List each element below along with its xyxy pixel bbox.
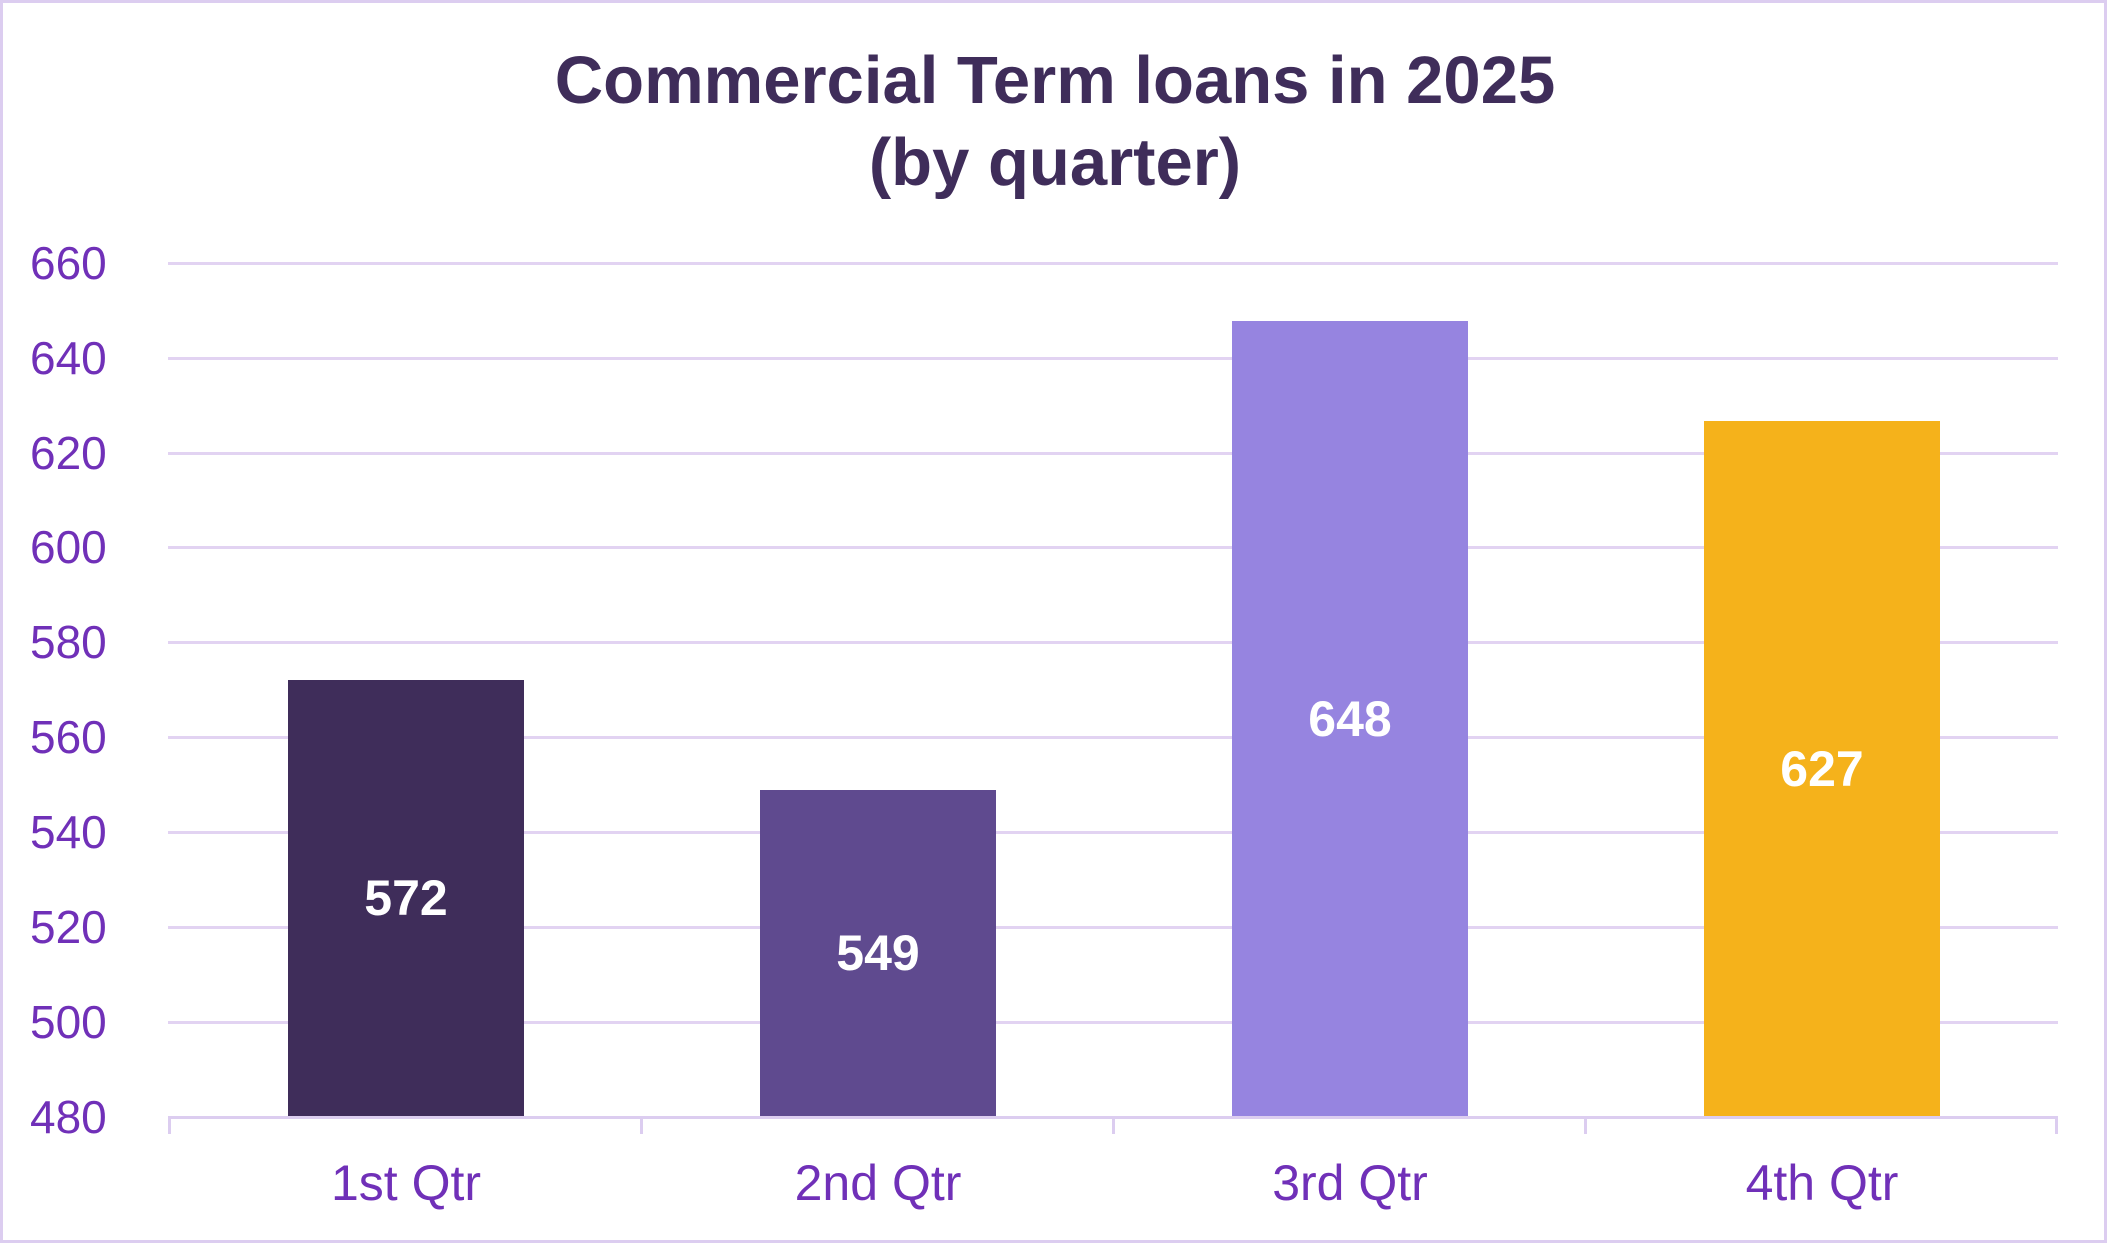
bar-value-label: 549: [836, 925, 920, 981]
bar-q1: 572: [288, 680, 524, 1116]
gridline-600: [168, 546, 2058, 549]
y-tick-label: 580: [30, 616, 107, 668]
y-tick-label: 600: [30, 521, 107, 573]
y-tick-label: 480: [30, 1091, 107, 1143]
x-category-label: 3rd Qtr: [1272, 1155, 1428, 1211]
x-category-label: 4th Qtr: [1745, 1155, 1899, 1211]
bar-q3: 648: [1232, 321, 1468, 1116]
gridline-580: [168, 641, 2058, 644]
y-tick-label: 620: [30, 427, 107, 479]
gridline-620: [168, 452, 2058, 455]
bar-value-label: 572: [364, 870, 448, 926]
x-tick: [2055, 1116, 2058, 1134]
y-tick-label: 640: [30, 332, 107, 384]
bar-value-label: 648: [1308, 691, 1392, 747]
gridline-540: [168, 831, 2058, 834]
y-tick-label: 520: [30, 901, 107, 953]
chart-title: Commercial Term loans in 2025 (by quarte…: [0, 40, 2110, 204]
y-tick-label: 560: [30, 711, 107, 763]
gridline-560: [168, 736, 2058, 739]
bar-q2: 549: [760, 790, 996, 1116]
gridline-640: [168, 357, 2058, 360]
x-category-label: 2nd Qtr: [794, 1155, 962, 1211]
x-tick: [1112, 1116, 1115, 1134]
y-tick-label: 660: [30, 237, 107, 289]
bar-q4: 627: [1704, 421, 1940, 1116]
gridline-520: [168, 926, 2058, 929]
gridline-660: [168, 262, 2058, 265]
x-category-label: 1st Qtr: [330, 1155, 482, 1211]
y-tick-label: 540: [30, 806, 107, 858]
x-tick: [1584, 1116, 1587, 1134]
bar-value-label: 627: [1780, 741, 1864, 797]
y-tick-label: 500: [30, 996, 107, 1048]
chart-title-line1: Commercial Term loans in 2025: [554, 43, 1556, 118]
x-tick: [640, 1116, 643, 1134]
gridline-500: [168, 1021, 2058, 1024]
x-tick: [168, 1116, 171, 1134]
chart-title-line2: (by quarter): [868, 125, 1242, 200]
